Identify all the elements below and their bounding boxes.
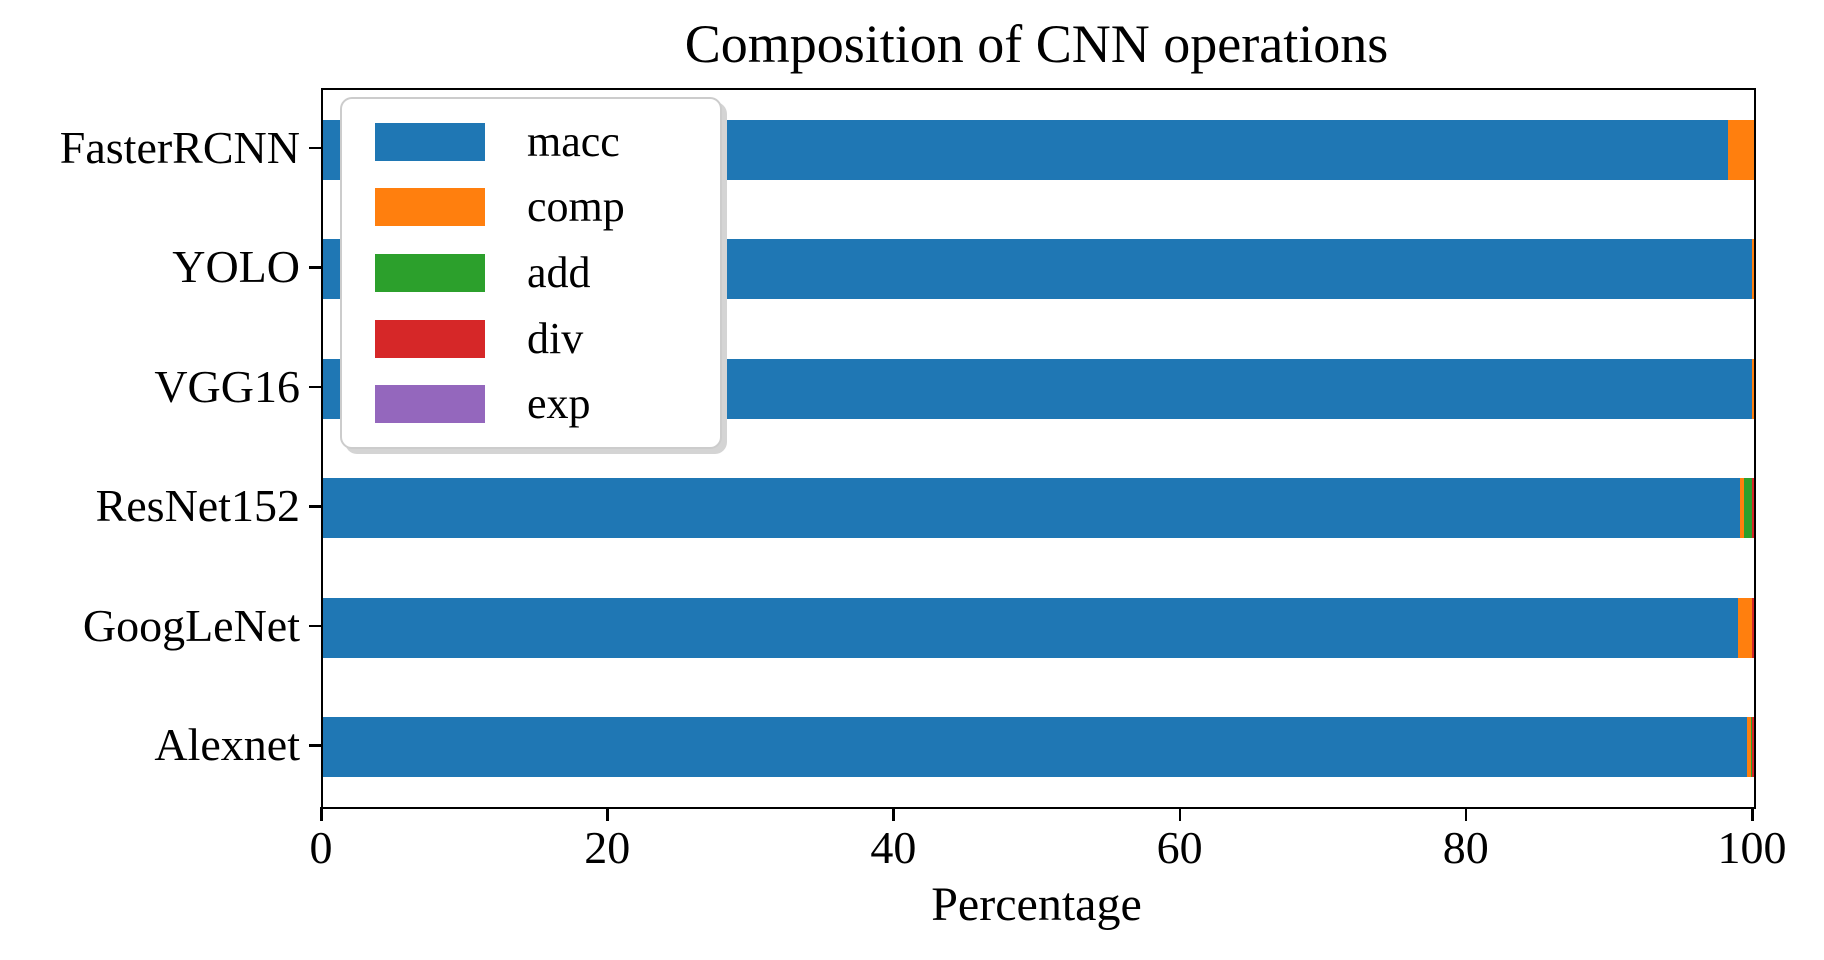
legend-item-exp: exp [375, 380, 720, 428]
xtick-mark [606, 807, 609, 821]
ytick-label-googlenet: GoogLeNet [82, 599, 300, 651]
xtick-label-100: 100 [1717, 822, 1787, 873]
legend-item-add: add [375, 247, 720, 297]
plot-area: macc comp add div exp [321, 88, 1756, 809]
bar-segment-macc [323, 478, 1740, 539]
legend-item-comp: comp [375, 183, 720, 231]
bar-resnet152 [323, 478, 1754, 539]
x-axis-label: Percentage [931, 878, 1142, 931]
exp-color-swatch [375, 385, 485, 424]
bar-alexnet [323, 717, 1754, 778]
ytick-label-yolo: YOLO [172, 241, 300, 293]
legend-label-div: div [527, 313, 584, 363]
bar-segment-div [1751, 597, 1754, 658]
legend: macc comp add div exp [340, 97, 722, 449]
ytick-label-resnet152: ResNet152 [95, 480, 300, 532]
bar-segment-comp [1728, 119, 1754, 180]
ytick-label-vgg16: VGG16 [154, 360, 300, 412]
bar-segment-comp [1738, 597, 1752, 658]
xtick-label-40: 40 [870, 822, 917, 873]
ytick-label-alexnet: Alexnet [154, 719, 300, 771]
ytick-mark [309, 744, 321, 747]
ytick-mark [309, 505, 321, 508]
xtick-label-20: 20 [584, 822, 631, 873]
xtick-mark [320, 807, 323, 821]
bar-segment-add [1750, 717, 1752, 778]
legend-item-macc: macc [375, 116, 720, 166]
bar-segment-comp [1751, 358, 1754, 419]
xtick-mark [1464, 807, 1468, 821]
legend-label-macc: macc [527, 116, 620, 166]
macc-color-swatch [375, 122, 485, 161]
legend-label-exp: exp [527, 379, 591, 429]
legend-label-comp: comp [527, 182, 625, 232]
xtick-mark [1751, 807, 1754, 821]
xtick-mark [1178, 807, 1182, 821]
xtick-mark [892, 807, 895, 821]
chart-title: Composition of CNN operations [684, 14, 1389, 74]
xtick-label-0: 0 [309, 822, 333, 873]
legend-label-add: add [527, 247, 591, 297]
bar-segment-comp [1751, 239, 1754, 300]
bar-segment-div [1751, 478, 1754, 539]
bar-segment-macc [323, 597, 1739, 658]
xtick-label-60: 60 [1156, 822, 1203, 873]
bar-segment-div [1751, 717, 1754, 778]
xtick-label-80: 80 [1442, 822, 1489, 873]
bar-segment-comp [1746, 717, 1751, 778]
legend-item-div: div [375, 313, 720, 363]
bar-segment-add [1744, 478, 1752, 539]
ytick-mark [309, 146, 321, 150]
comp-color-swatch [375, 188, 485, 227]
div-color-swatch [375, 319, 485, 358]
add-color-swatch [375, 253, 485, 292]
bar-segment-comp [1739, 478, 1745, 539]
ytick-mark [309, 385, 321, 389]
ytick-mark [309, 266, 321, 269]
ytick-mark [309, 624, 321, 628]
ytick-label-fasterrcnn: FasterRCNN [59, 121, 300, 173]
bar-segment-macc [323, 717, 1747, 778]
bar-googlenet [323, 597, 1754, 658]
